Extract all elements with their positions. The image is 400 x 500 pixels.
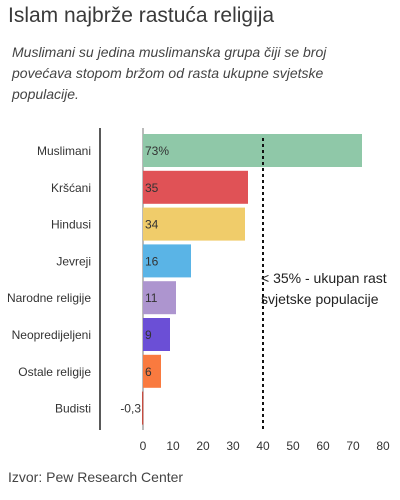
bar-4 (143, 281, 176, 315)
source-note: Izvor: Pew Research Center (8, 469, 184, 485)
category-label-5: Neopredijeljeni (12, 328, 91, 342)
x-tick-label-5: 50 (286, 439, 300, 453)
x-tick-label-2: 20 (196, 439, 210, 453)
category-label-6: Ostale religije (18, 365, 91, 379)
category-label-0: Muslimani (37, 144, 91, 158)
chart-title: Islam najbrže rastuća religija (8, 4, 275, 27)
bar-0 (143, 134, 362, 167)
reference-line-label-0: < 35% - ukupan rast (261, 270, 387, 286)
category-label-2: Hindusi (51, 218, 91, 232)
category-label-3: Jevreji (56, 254, 91, 268)
bar-5 (143, 318, 170, 351)
x-tick-label-1: 10 (166, 439, 180, 453)
data-label-2: 34 (145, 218, 159, 232)
data-label-7: -0,3 (120, 402, 141, 416)
data-label-0: 73% (145, 144, 169, 158)
chart-subtitle: Muslimani su jedina muslimanska grupa či… (12, 44, 327, 102)
category-label-7: Budisti (55, 402, 91, 416)
x-tick-label-8: 80 (376, 439, 390, 453)
data-label-3: 16 (145, 254, 159, 268)
x-tick-label-3: 30 (226, 439, 240, 453)
bar-1 (143, 170, 248, 204)
bar-2 (143, 207, 245, 241)
bar-chart: Muslimani 73% Kršćani 35 Hindusi 34 Jevreji 16 N… (7, 128, 390, 453)
bar-6 (143, 354, 161, 388)
data-label-5: 9 (145, 328, 152, 342)
x-tick-label-0: 0 (140, 439, 147, 453)
bar-7 (142, 391, 144, 425)
x-tick-label-7: 70 (346, 439, 360, 453)
x-tick-label-4: 40 (256, 439, 270, 453)
data-label-4: 11 (145, 291, 158, 305)
bar-3 (143, 244, 191, 278)
reference-line-label-1: svjetske populacije (261, 291, 379, 307)
category-label-4: Narodne religije (7, 291, 91, 305)
data-label-6: 6 (145, 365, 152, 379)
x-tick-label-6: 60 (316, 439, 330, 453)
data-label-1: 35 (145, 181, 159, 195)
category-label-1: Kršćani (51, 181, 91, 195)
